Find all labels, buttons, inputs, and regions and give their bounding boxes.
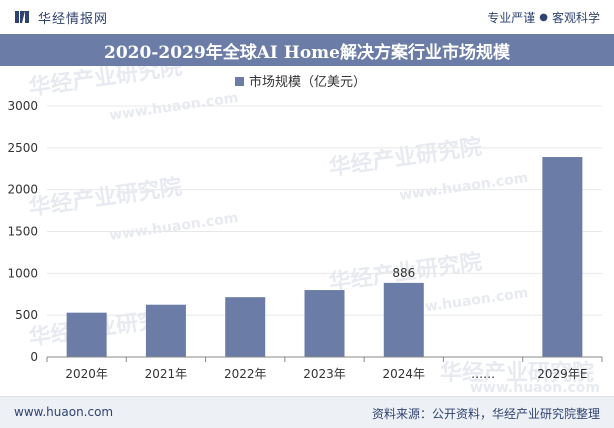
- bar: [145, 304, 186, 357]
- tagline-left: 专业严谨: [487, 11, 536, 25]
- bar: [304, 290, 345, 357]
- x-tick-label: 2029年E: [537, 367, 587, 381]
- bar-chart: 华经产业研究院 www.huaon.com 华经产业研究院 www.huaon.…: [7, 66, 603, 396]
- bars: [66, 157, 583, 357]
- data-label: 886: [392, 266, 415, 280]
- watermark-en-2: www.huaon.com: [398, 170, 529, 204]
- watermark-cn-3: 华经产业研究院: [27, 174, 183, 221]
- x-axis: 2020年 2021年 2022年 2023年 2024年 …… 2029年E: [46, 356, 603, 381]
- y-tick-label: 1000: [7, 266, 38, 280]
- separator-dot-icon: ●: [539, 12, 548, 23]
- grid: [47, 105, 602, 316]
- brand[interactable]: 华经情报网: [14, 8, 109, 27]
- y-tick-label: 3000: [7, 99, 38, 113]
- bar: [542, 157, 583, 357]
- legend: 市场规模（亿美元）: [235, 74, 366, 90]
- x-tick-label: ……: [471, 367, 495, 381]
- bar: [383, 282, 424, 357]
- watermark-en-6: www.huaon.com: [470, 380, 600, 396]
- bar: [225, 297, 266, 357]
- top-bar: 华经情报网 专业严谨 ● 客观科学: [0, 0, 614, 35]
- chart-title-bar: 2020-2029年全球AI Home解决方案行业市场规模: [0, 34, 614, 66]
- tagline-right: 客观科学: [551, 11, 600, 25]
- watermark-en-1: www.huaon.com: [108, 90, 239, 124]
- watermark-en-3: www.huaon.com: [108, 210, 239, 244]
- y-axis-ticks: 0 500 1000 1500 2000 2500 3000: [7, 99, 38, 364]
- y-tick-label: 2500: [7, 141, 38, 155]
- chart-title: 2020-2029年全球AI Home解决方案行业市场规模: [104, 42, 510, 63]
- footer: www.huaon.com 资料来源：公开资料，华经产业研究院整理: [0, 396, 614, 428]
- brand-logo-icon: [15, 11, 29, 23]
- x-tick-label: 2024年: [383, 367, 426, 381]
- footer-source: 资料来源：公开资料，华经产业研究院整理: [371, 407, 600, 421]
- x-tick-label: 2023年: [303, 367, 346, 381]
- footer-url[interactable]: www.huaon.com: [14, 405, 114, 419]
- brand-name: 华经情报网: [38, 11, 109, 27]
- x-tick-label: 2022年: [224, 367, 267, 381]
- watermark-cn-2: 华经产业研究院: [327, 134, 483, 181]
- watermark-cn-6: 华经产业研究院: [440, 360, 594, 386]
- legend-label: 市场规模（亿美元）: [249, 74, 366, 90]
- data-labels: 886: [392, 266, 415, 280]
- y-tick-label: 0: [30, 350, 38, 364]
- x-tick-label: 2021年: [145, 367, 188, 381]
- y-tick-label: 2000: [7, 183, 38, 197]
- x-tick-label: 2020年: [65, 367, 108, 381]
- watermark-cn-1: 华经产业研究院: [27, 66, 183, 101]
- tagline: 专业严谨 ● 客观科学: [487, 9, 600, 26]
- y-tick-label: 1500: [7, 225, 38, 239]
- legend-swatch: [235, 77, 244, 86]
- bar: [66, 312, 107, 357]
- y-tick-label: 500: [15, 308, 38, 322]
